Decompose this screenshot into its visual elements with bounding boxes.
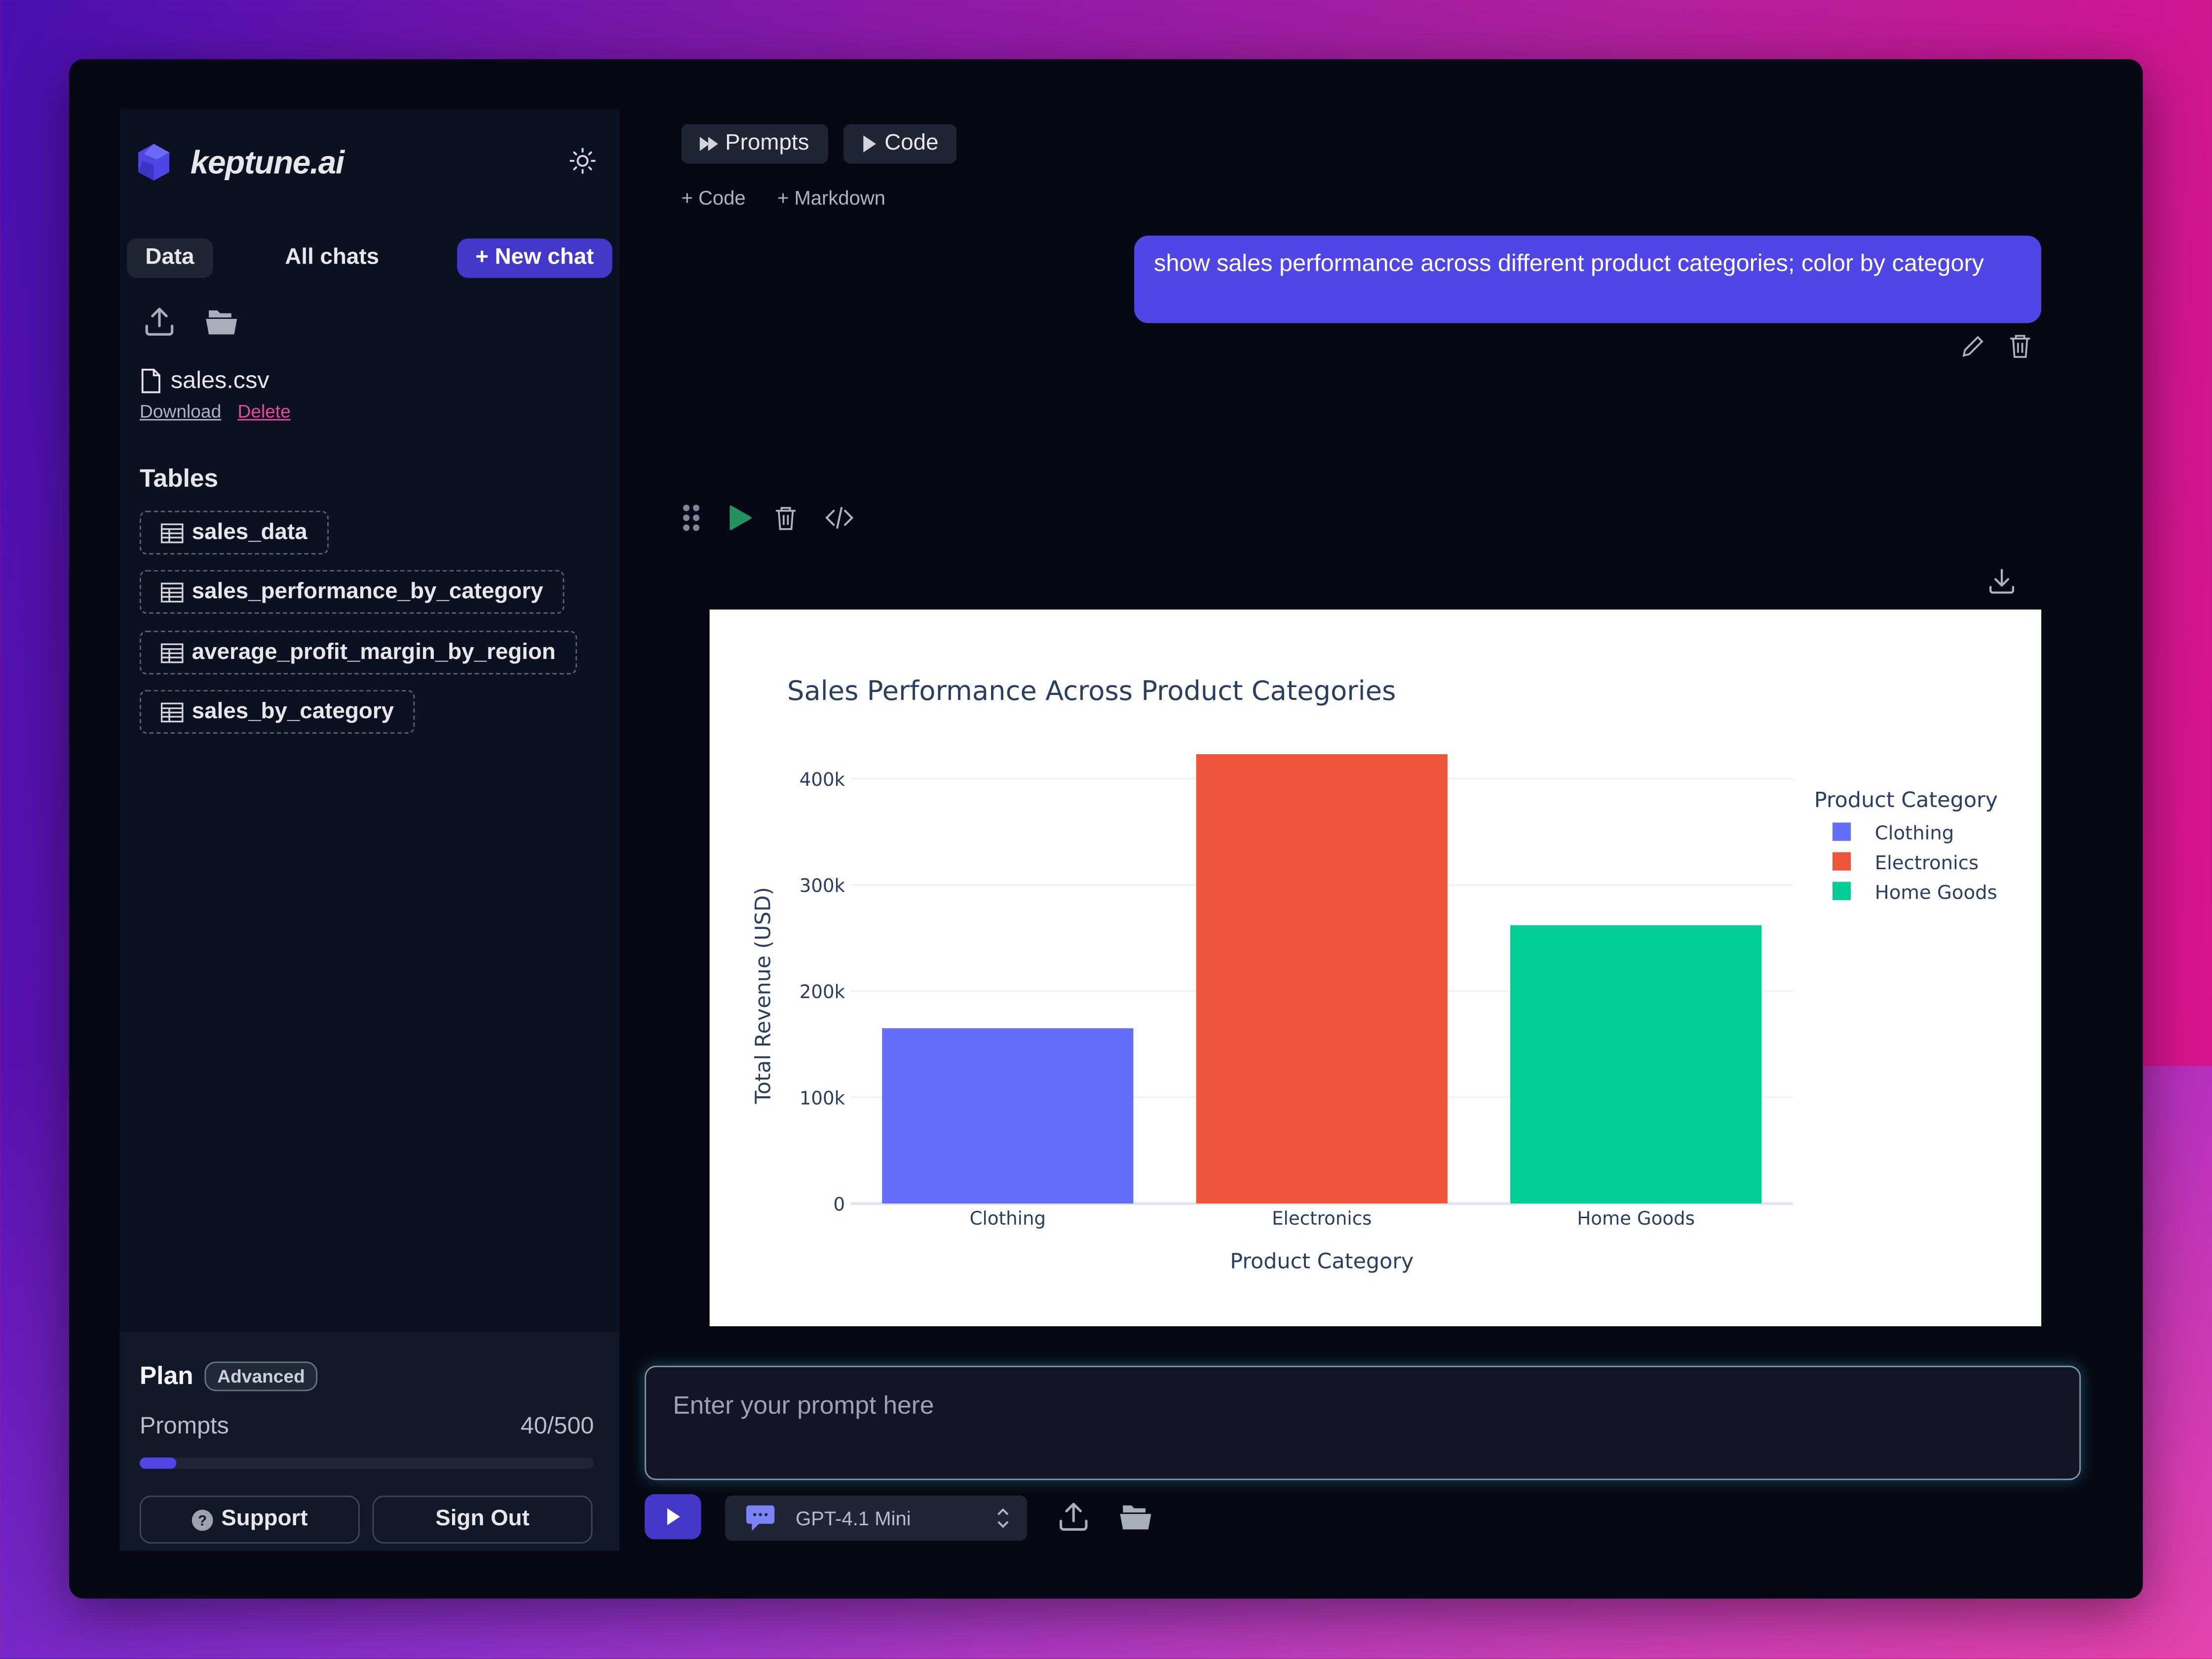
plan-title: Plan	[139, 1361, 193, 1390]
x-tick: Clothing	[970, 1208, 1046, 1229]
table-icon	[160, 643, 184, 663]
usage-value: 40/500	[520, 1412, 594, 1439]
code-button[interactable]: Code	[843, 124, 957, 164]
prompt-box	[645, 1365, 2081, 1480]
delete-link[interactable]: Delete	[237, 400, 291, 422]
sign-out-button[interactable]: Sign Out	[372, 1495, 593, 1544]
table-name: sales_by_category	[191, 699, 394, 723]
legend-swatch	[1832, 882, 1851, 900]
table-name: sales_data	[191, 520, 307, 544]
y-tick: 100k	[800, 1087, 845, 1109]
legend-swatch	[1832, 822, 1851, 841]
legend-title: Product Category	[1814, 788, 1998, 812]
prompts-button[interactable]: Prompts	[681, 124, 828, 164]
run-icon[interactable]	[729, 505, 752, 531]
add-code-button[interactable]: + Code	[681, 186, 746, 209]
app-window: keptune.ai Data All chats + New chat	[69, 59, 2143, 1599]
delete-cell-icon[interactable]	[774, 505, 797, 530]
code-label: Code	[884, 131, 939, 155]
help-icon: ?	[191, 1509, 213, 1530]
table-item[interactable]: sales_data	[139, 510, 329, 555]
add-markdown-button[interactable]: + Markdown	[777, 186, 886, 209]
x-axis-label: Product Category	[1230, 1249, 1413, 1274]
upload-icon[interactable]	[143, 305, 177, 339]
model-selector[interactable]: GPT-4.1 Mini	[725, 1495, 1027, 1541]
logo-icon	[138, 144, 170, 181]
file-icon	[141, 369, 160, 393]
sun-icon[interactable]	[569, 147, 597, 175]
legend-swatch	[1832, 852, 1851, 871]
chat-bubble-icon	[746, 1505, 775, 1531]
x-tick: Electronics	[1272, 1208, 1372, 1229]
brand: keptune.ai	[137, 143, 344, 182]
legend-entry: Clothing	[1875, 822, 1954, 845]
tab-data[interactable]: Data	[127, 238, 213, 278]
folder-icon[interactable]	[1119, 1501, 1153, 1532]
brand-name: keptune.ai	[190, 143, 344, 180]
svg-text:?: ?	[198, 1512, 207, 1528]
usage-progress	[139, 1457, 594, 1469]
legend-entry: Home Goods	[1875, 882, 1997, 904]
bar-home-goods	[1510, 925, 1762, 1204]
chevron-updown-icon	[997, 1508, 1008, 1528]
file-item: sales.csv Download Delete	[140, 367, 302, 422]
chart-title: Sales Performance Across Product Categor…	[787, 675, 1396, 706]
bar-clothing	[882, 1028, 1134, 1204]
legend-entry: Electronics	[1875, 852, 1979, 874]
cell-toolbar	[682, 503, 854, 532]
folder-icon[interactable]	[204, 306, 238, 337]
usage-label: Prompts	[139, 1412, 229, 1439]
prompts-label: Prompts	[725, 131, 809, 155]
trash-icon[interactable]	[2009, 333, 2031, 358]
y-tick: 300k	[800, 875, 845, 896]
x-tick: Home Goods	[1577, 1208, 1695, 1229]
chart: Sales Performance Across Product Categor…	[709, 609, 2042, 1326]
table-icon	[160, 702, 184, 722]
code-view-icon[interactable]	[825, 506, 854, 529]
upload-icon[interactable]	[1057, 1500, 1091, 1534]
table-name: sales_performance_by_category	[191, 579, 543, 603]
table-item[interactable]: average_profit_margin_by_region	[139, 630, 577, 675]
plan-badge: Advanced	[204, 1361, 318, 1391]
y-tick: 0	[834, 1194, 845, 1215]
file-name: sales.csv	[170, 367, 269, 394]
table-icon	[160, 582, 184, 602]
play-icon	[667, 1508, 680, 1525]
table-name: average_profit_margin_by_region	[191, 640, 556, 664]
play-icon	[863, 135, 877, 153]
y-tick: 200k	[800, 981, 845, 1003]
support-label: Support	[221, 1506, 308, 1531]
sidebar-tabs: Data All chats + New chat	[127, 238, 612, 278]
table-icon	[160, 523, 184, 543]
bar-electronics	[1196, 754, 1448, 1204]
support-button[interactable]: ? Support	[139, 1495, 360, 1544]
table-item[interactable]: sales_performance_by_category	[139, 570, 565, 614]
model-name: GPT-4.1 Mini	[796, 1506, 911, 1530]
download-link[interactable]: Download	[139, 400, 222, 422]
edit-icon[interactable]	[1959, 334, 1984, 359]
user-message: show sales performance across different …	[1134, 235, 2042, 323]
new-chat-button[interactable]: + New chat	[457, 238, 612, 278]
fast-forward-icon	[699, 137, 718, 151]
tab-all-chats[interactable]: All chats	[285, 245, 380, 270]
download-icon[interactable]	[1987, 567, 2016, 595]
sidebar: keptune.ai Data All chats + New chat	[119, 109, 619, 1551]
plan-panel: Plan Advanced Prompts 40/500 ? Support S…	[119, 1332, 619, 1551]
table-item[interactable]: sales_by_category	[139, 690, 415, 734]
y-axis-label: Total Revenue (USD)	[751, 887, 776, 1104]
send-button[interactable]	[645, 1494, 701, 1540]
y-tick: 400k	[800, 769, 845, 790]
tables-heading: Tables	[139, 464, 219, 493]
drag-handle-icon[interactable]	[682, 503, 701, 532]
prompt-input[interactable]	[670, 1389, 2030, 1423]
